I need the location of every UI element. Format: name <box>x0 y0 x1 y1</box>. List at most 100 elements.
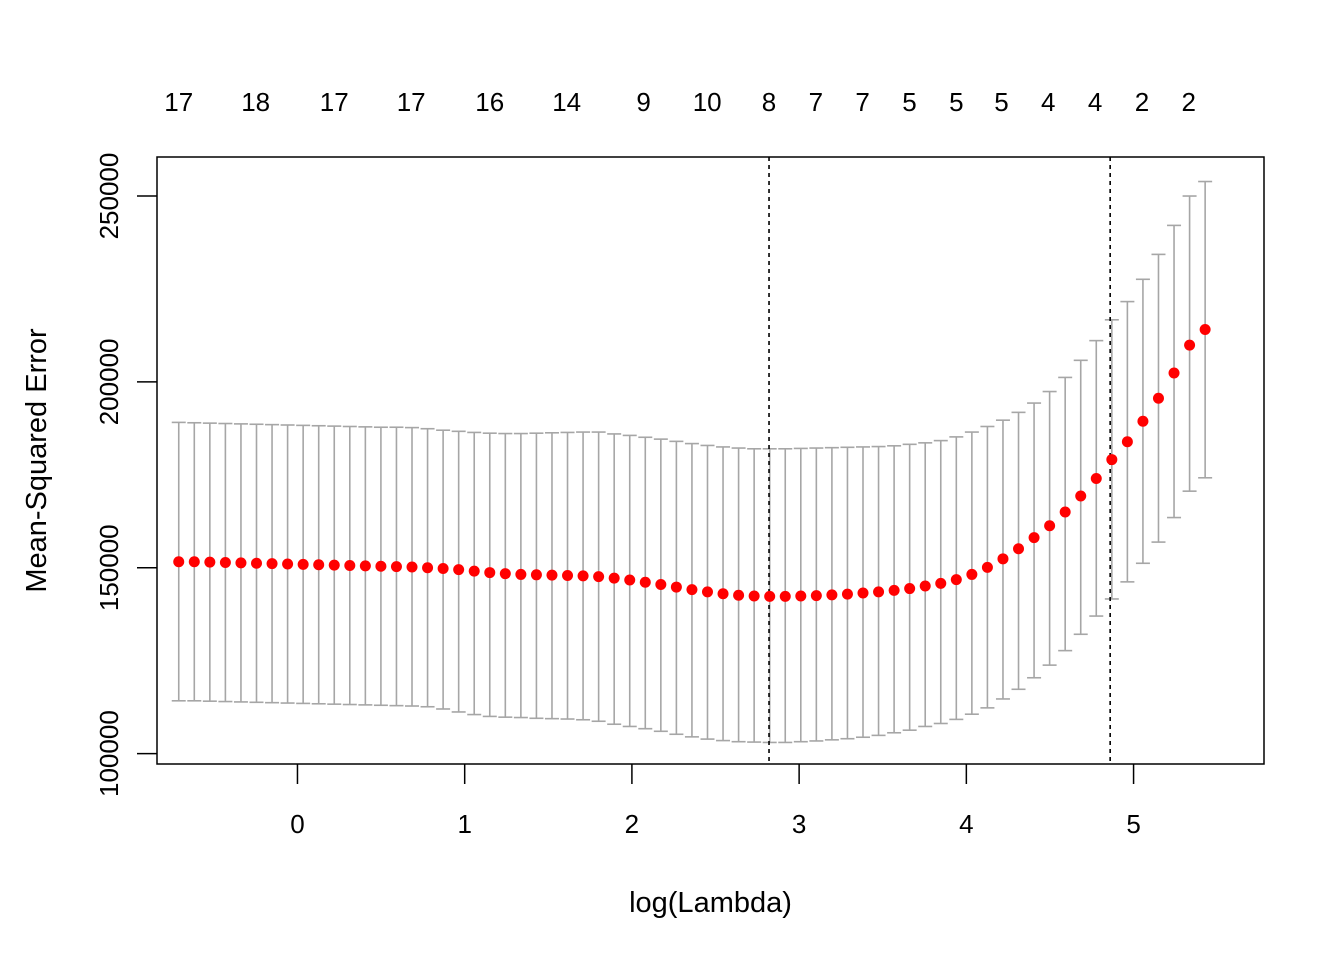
top-axis-label: 5 <box>902 87 916 117</box>
data-point <box>484 567 496 579</box>
x-tick-label: 2 <box>625 809 639 839</box>
data-point <box>795 590 807 602</box>
data-point <box>1184 339 1196 351</box>
data-point <box>437 562 449 574</box>
data-point <box>1090 473 1102 485</box>
x-tick-label: 3 <box>792 809 806 839</box>
top-axis-label: 7 <box>855 87 869 117</box>
data-point <box>779 590 791 602</box>
data-point <box>748 590 760 602</box>
data-point <box>375 560 387 572</box>
top-axis-label: 17 <box>164 87 193 117</box>
data-point <box>717 588 729 600</box>
data-point <box>888 584 900 596</box>
top-axis-label: 4 <box>1041 87 1055 117</box>
data-point <box>733 589 745 601</box>
y-tick-label: 200000 <box>94 339 124 426</box>
data-point <box>873 586 885 598</box>
data-point <box>826 589 838 601</box>
data-point <box>810 590 822 602</box>
data-point <box>390 561 402 573</box>
top-axis-label: 16 <box>475 87 504 117</box>
data-point <box>406 561 418 573</box>
y-tick-label: 100000 <box>94 710 124 797</box>
data-point <box>1059 506 1071 518</box>
x-tick-label: 4 <box>959 809 973 839</box>
x-tick-label: 1 <box>457 809 471 839</box>
data-point <box>904 583 916 595</box>
data-point <box>701 586 713 598</box>
x-tick-label: 5 <box>1126 809 1140 839</box>
data-point <box>328 559 340 571</box>
data-point <box>764 590 776 602</box>
data-point <box>639 576 651 588</box>
y-tick-label: 250000 <box>94 153 124 240</box>
data-point <box>1013 543 1025 555</box>
data-point <box>499 568 511 580</box>
data-point <box>1044 520 1056 532</box>
data-point <box>608 572 620 584</box>
top-axis-labels: 17 18 17 17 16 14 9 10 8 7 7 5 5 5 4 4 2 2 <box>164 87 1196 117</box>
data-point <box>1028 532 1040 544</box>
top-axis-label: 4 <box>1088 87 1102 117</box>
data-point <box>266 558 278 570</box>
data-point <box>1075 490 1087 502</box>
y-tick-label: 150000 <box>94 524 124 611</box>
top-axis-label: 14 <box>552 87 581 117</box>
x-axis-label: log(Lambda) <box>629 887 792 919</box>
error-bars <box>171 180 1213 744</box>
data-point <box>593 571 605 583</box>
data-point <box>204 556 216 568</box>
data-point <box>468 565 480 577</box>
data-point <box>515 568 527 580</box>
data-point <box>235 557 247 569</box>
top-axis-label: 2 <box>1182 87 1196 117</box>
data-point <box>577 570 589 582</box>
data-point <box>250 557 262 569</box>
data-point <box>1199 323 1211 335</box>
data-point <box>530 569 542 581</box>
data-point <box>546 569 558 581</box>
reference-lines <box>768 157 1111 764</box>
data-point <box>655 578 667 590</box>
data-point <box>997 553 1009 565</box>
data-point <box>950 574 962 586</box>
top-axis-label: 17 <box>397 87 426 117</box>
data-point <box>686 584 698 596</box>
data-point <box>359 560 371 572</box>
data-point <box>1137 415 1149 427</box>
data-point <box>919 580 931 592</box>
top-axis-label: 17 <box>320 87 349 117</box>
y-axis-label: Mean-Squared Error <box>21 328 53 593</box>
top-axis-label: 7 <box>809 87 823 117</box>
data-point <box>966 568 978 580</box>
x-axis: 0 1 2 3 4 5 <box>290 764 1141 839</box>
plot-frame <box>156 156 1265 765</box>
data-point <box>173 556 185 568</box>
data-point <box>841 588 853 600</box>
data-point <box>562 570 574 582</box>
top-axis-label: 10 <box>693 87 722 117</box>
data-point <box>344 560 356 572</box>
top-axis-label: 18 <box>241 87 270 117</box>
x-tick-label: 0 <box>290 809 304 839</box>
top-axis-label: 5 <box>994 87 1008 117</box>
top-axis-label: 8 <box>762 87 776 117</box>
data-point <box>1168 367 1180 379</box>
top-axis-label: 5 <box>949 87 963 117</box>
data-point <box>313 559 325 571</box>
data-point <box>857 587 869 599</box>
data-point <box>1152 392 1164 404</box>
data-point <box>282 558 294 570</box>
data-point <box>422 562 434 574</box>
y-axis: 100000 150000 200000 250000 <box>94 153 157 797</box>
data-point <box>188 556 200 568</box>
data-points <box>173 323 1211 602</box>
data-point <box>1121 436 1133 448</box>
data-point <box>670 581 682 593</box>
data-point <box>453 564 465 576</box>
data-point <box>297 558 309 570</box>
data-point <box>1106 454 1118 466</box>
data-point <box>219 557 231 569</box>
